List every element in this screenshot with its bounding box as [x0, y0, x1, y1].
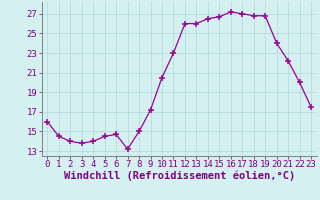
- X-axis label: Windchill (Refroidissement éolien,°C): Windchill (Refroidissement éolien,°C): [64, 171, 295, 181]
